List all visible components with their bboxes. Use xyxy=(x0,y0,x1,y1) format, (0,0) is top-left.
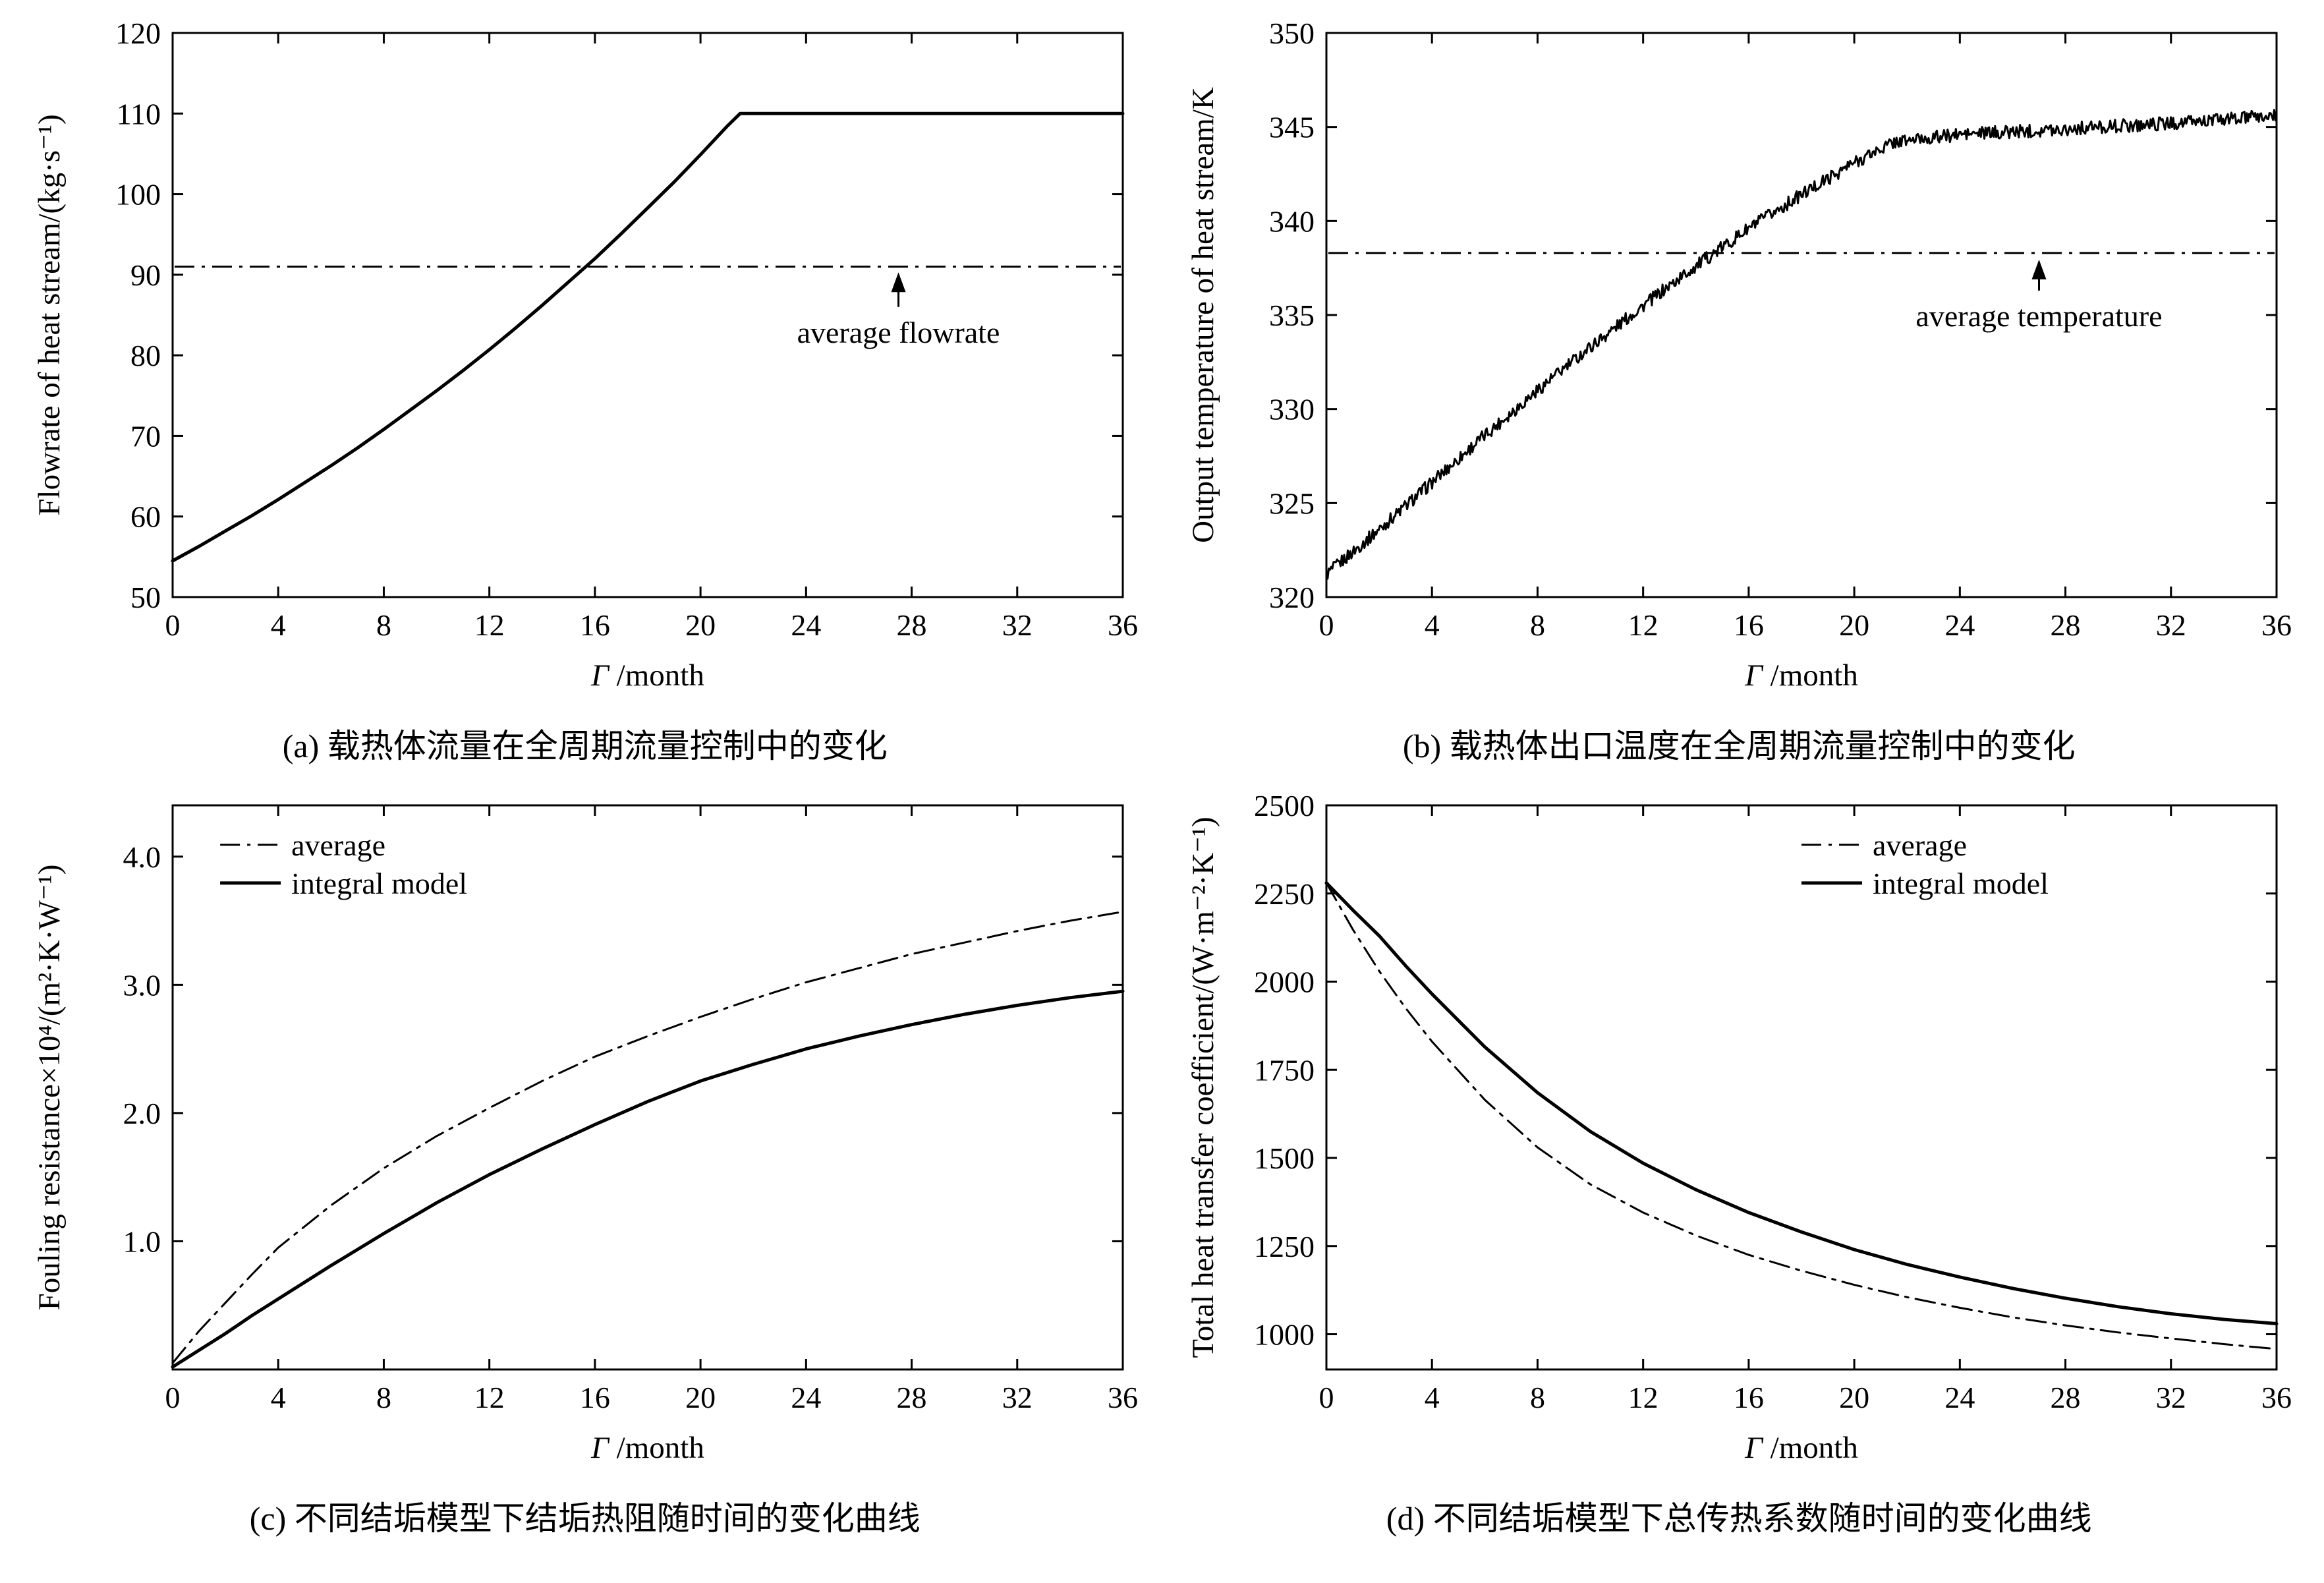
svg-text:350: 350 xyxy=(1269,16,1315,50)
chart-d-plot: 0 4 8 12 16 20 24 28 32 36 1000 1250 1500 1750 2000 225… xyxy=(1186,789,2292,1465)
svg-text:32: 32 xyxy=(2156,608,2186,642)
svg-text:36: 36 xyxy=(2261,1381,2292,1414)
svg-text:average: average xyxy=(1873,828,1967,862)
svg-text:330: 330 xyxy=(1269,393,1315,426)
svg-text:20: 20 xyxy=(685,608,716,642)
chart-b-plot: 0 4 8 12 16 20 24 28 32 36 320 325 330 335 340 345 350 Γ … xyxy=(1186,16,2292,693)
svg-text:8: 8 xyxy=(1530,1381,1545,1414)
svg-text:90: 90 xyxy=(130,258,161,292)
svg-text:345: 345 xyxy=(1269,111,1315,144)
svg-text:8: 8 xyxy=(1530,608,1545,642)
svg-text:4: 4 xyxy=(270,1381,285,1414)
svg-text:120: 120 xyxy=(115,16,161,50)
svg-text:16: 16 xyxy=(1734,1381,1764,1414)
svg-text:16: 16 xyxy=(580,1381,610,1414)
svg-text:28: 28 xyxy=(2051,1381,2081,1414)
svg-text:Γ /month: Γ /month xyxy=(1744,658,1858,693)
svg-text:36: 36 xyxy=(1108,608,1138,642)
svg-text:24: 24 xyxy=(1945,608,1975,642)
svg-text:Γ /month: Γ /month xyxy=(1744,1431,1858,1465)
svg-text:20: 20 xyxy=(1839,608,1869,642)
svg-text:8: 8 xyxy=(376,1381,391,1414)
figure-grid: 0 4 8 12 16 20 24 28 32 36 50 60 70 80 90 100 110 120 Γ /m… xyxy=(16,12,2309,1540)
svg-text:12: 12 xyxy=(474,608,504,642)
svg-text:20: 20 xyxy=(1839,1381,1869,1414)
svg-text:4: 4 xyxy=(270,608,285,642)
chart-panel-a: 0 4 8 12 16 20 24 28 32 36 50 60 70 80 90 100 110 120 Γ /m… xyxy=(16,12,1154,767)
svg-text:32: 32 xyxy=(1002,608,1033,642)
svg-text:4: 4 xyxy=(1425,1381,1440,1414)
chart-c-plot: 0 4 8 12 16 20 24 28 32 36 1.0 2.0 3.0 4.0 Γ /month Fou… xyxy=(32,804,1138,1465)
svg-text:28: 28 xyxy=(896,608,926,642)
svg-text:Flowrate of heat stream/(kg·s⁻: Flowrate of heat stream/(kg·s⁻¹) xyxy=(32,114,67,515)
svg-text:Output temperature of heat str: Output temperature of heat stream/K xyxy=(1186,87,1220,543)
svg-text:24: 24 xyxy=(1945,1381,1975,1414)
chart-b-caption: (b) 载热体出口温度在全周期流量控制中的变化 xyxy=(1402,728,2076,764)
chart-d-caption: (d) 不同结垢模型下总传热系数随时间的变化曲线 xyxy=(1386,1500,2092,1537)
svg-text:70: 70 xyxy=(130,419,161,453)
svg-text:3.0: 3.0 xyxy=(123,968,161,1002)
svg-text:2250: 2250 xyxy=(1254,877,1315,911)
svg-text:335: 335 xyxy=(1269,299,1315,332)
chart-a-caption: (a) 载热体流量在全周期流量控制中的变化 xyxy=(282,728,888,764)
svg-text:0: 0 xyxy=(1319,1381,1334,1414)
svg-text:0: 0 xyxy=(1319,608,1334,642)
svg-text:integral model: integral model xyxy=(291,867,467,900)
svg-text:325: 325 xyxy=(1269,486,1315,520)
svg-text:16: 16 xyxy=(580,608,610,642)
svg-text:1000: 1000 xyxy=(1254,1318,1315,1352)
svg-text:2.0: 2.0 xyxy=(123,1097,161,1130)
svg-text:average: average xyxy=(291,828,385,862)
svg-text:16: 16 xyxy=(1734,608,1764,642)
svg-text:110: 110 xyxy=(116,97,160,130)
svg-text:2500: 2500 xyxy=(1254,789,1315,822)
svg-text:12: 12 xyxy=(1628,1381,1658,1414)
svg-text:1500: 1500 xyxy=(1254,1141,1315,1175)
chart-a-plot: 0 4 8 12 16 20 24 28 32 36 50 60 70 80 90 100 110 120 Γ /m… xyxy=(32,16,1138,693)
svg-text:Fouling resistance×10⁴/(m²·K·W: Fouling resistance×10⁴/(m²·K·W⁻¹) xyxy=(32,865,67,1311)
svg-text:32: 32 xyxy=(1002,1381,1033,1414)
svg-text:0: 0 xyxy=(165,608,180,642)
chart-panel-c: 0 4 8 12 16 20 24 28 32 36 1.0 2.0 3.0 4.0 Γ /month Fou… xyxy=(16,784,1154,1540)
svg-text:80: 80 xyxy=(130,339,161,372)
svg-text:8: 8 xyxy=(376,608,391,642)
svg-text:average flowrate: average flowrate xyxy=(797,316,1000,349)
chart-panel-d: 0 4 8 12 16 20 24 28 32 36 1000 1250 1500 1750 2000 225… xyxy=(1170,784,2309,1540)
svg-text:24: 24 xyxy=(791,1381,821,1414)
svg-text:12: 12 xyxy=(1628,608,1658,642)
svg-text:0: 0 xyxy=(165,1381,180,1414)
svg-text:12: 12 xyxy=(474,1381,504,1414)
svg-text:100: 100 xyxy=(115,178,161,212)
svg-text:36: 36 xyxy=(1108,1381,1138,1414)
svg-text:20: 20 xyxy=(685,1381,716,1414)
svg-text:2000: 2000 xyxy=(1254,965,1315,999)
svg-text:320: 320 xyxy=(1269,581,1315,614)
svg-text:integral model: integral model xyxy=(1873,867,2049,900)
svg-text:1250: 1250 xyxy=(1254,1230,1315,1263)
svg-text:4: 4 xyxy=(1425,608,1440,642)
svg-text:Total heat transfer coefficien: Total heat transfer coefficient/(W·m⁻²·K… xyxy=(1186,817,1220,1358)
svg-text:average temperature: average temperature xyxy=(1916,299,2163,333)
svg-text:32: 32 xyxy=(2156,1381,2186,1414)
svg-text:340: 340 xyxy=(1269,204,1315,238)
svg-text:36: 36 xyxy=(2261,608,2292,642)
chart-c-caption: (c) 不同结垢模型下结垢热阻随时间的变化曲线 xyxy=(249,1500,921,1537)
svg-text:60: 60 xyxy=(130,500,161,534)
svg-text:24: 24 xyxy=(791,608,821,642)
svg-text:1.0: 1.0 xyxy=(123,1224,161,1258)
svg-text:28: 28 xyxy=(896,1381,926,1414)
svg-text:4.0: 4.0 xyxy=(123,840,161,874)
svg-text:1750: 1750 xyxy=(1254,1053,1315,1087)
svg-text:Γ /month: Γ /month xyxy=(590,658,704,693)
svg-text:28: 28 xyxy=(2051,608,2081,642)
svg-text:Γ /month: Γ /month xyxy=(590,1431,704,1465)
chart-panel-b: 0 4 8 12 16 20 24 28 32 36 320 325 330 335 340 345 350 Γ … xyxy=(1170,12,2309,767)
svg-text:50: 50 xyxy=(130,581,161,614)
